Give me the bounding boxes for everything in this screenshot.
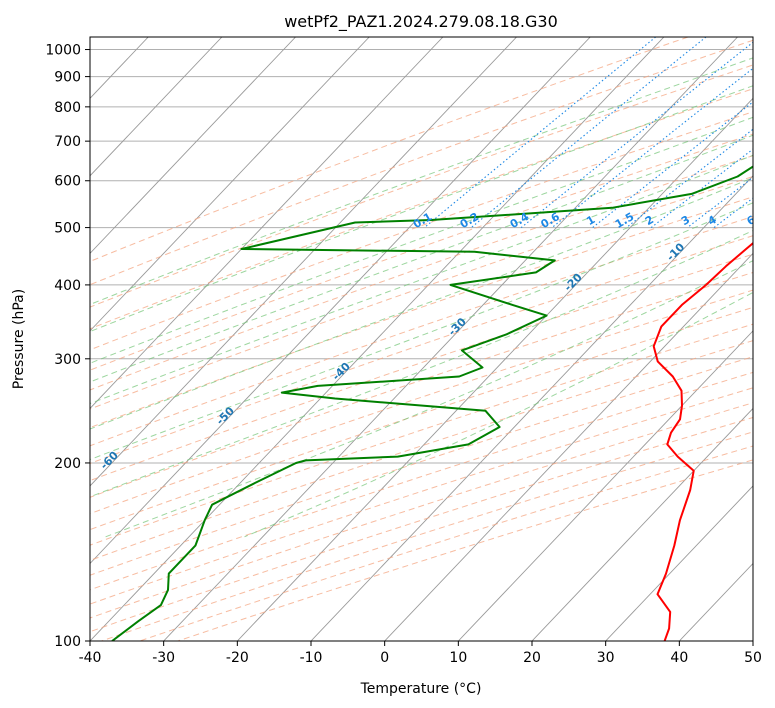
isotherm-line: [90, 37, 665, 641]
isotherm-line: [0, 37, 1, 641]
series-layer: [111, 165, 753, 641]
mixing-ratio-line: [752, 226, 753, 228]
dry-adiabat-line: [90, 271, 753, 498]
x-tick-label: -40: [79, 650, 102, 666]
mixing-ratio-line: [520, 41, 753, 229]
mixing-ratio-line: [424, 37, 657, 229]
x-tick-label: 40: [670, 650, 688, 666]
moist-adiabat-line: [244, 291, 753, 538]
isotherm-line: [384, 252, 753, 641]
moist-adiabat-line: [90, 57, 753, 306]
dry-adiabat-line: [90, 64, 753, 308]
dry-adiabat-line: [90, 387, 753, 605]
moist-adiabat-line: [105, 260, 753, 538]
dry-adiabat-line: [90, 356, 753, 576]
isotherm-line: [531, 407, 753, 641]
isotherm-line: [237, 97, 753, 641]
dry-adiabat-line: [90, 88, 753, 330]
y-tick-label: 500: [54, 221, 81, 237]
dry-adiabat-line: [90, 133, 753, 371]
y-tick-label: 300: [54, 352, 81, 368]
isotherm-label: 0: [768, 218, 775, 233]
moist-adiabat-line: [90, 85, 753, 333]
x-tick-label: -10: [300, 650, 323, 666]
isotherm-line: [163, 37, 738, 641]
moist-adiabat-line: [90, 134, 753, 383]
y-tick-label: 600: [54, 174, 81, 190]
x-tick-label: 50: [744, 650, 762, 666]
isotherm-line: [90, 37, 223, 177]
isotherm-line: [90, 37, 517, 487]
mixing-ratio-line: [687, 176, 753, 229]
dry-adiabat-line: [90, 196, 753, 429]
y-tick-label: 200: [54, 456, 81, 472]
y-tick-label: 800: [54, 100, 81, 116]
mixing-ratio-label: 6: [744, 213, 757, 228]
tick-layer: -40 -30 -20 -10 0 10 20 30 40 50 100 200 300 400 500 60…: [45, 43, 762, 666]
moist-adiabat-line: [90, 154, 753, 405]
temperature-trace: [652, 241, 753, 641]
dry-adiabat-line: [90, 39, 753, 286]
dry-adiabat-line: [90, 340, 753, 561]
dry-adiabat-line: [90, 306, 753, 531]
y-axis-title: Pressure (hPa): [11, 289, 27, 389]
x-tick-label: -30: [152, 650, 175, 666]
moist-adiabat-line: [90, 177, 753, 430]
x-tick-label: 0: [380, 650, 389, 666]
isotherm-line: [90, 37, 591, 565]
isotherm-line: [458, 330, 753, 641]
dry-adiabat-line: [90, 111, 753, 351]
plot-frame: [89, 36, 754, 642]
y-tick-label: 700: [54, 134, 81, 150]
isotherm-label: -70: [0, 493, 5, 516]
moist-adiabat-line: [90, 116, 753, 364]
y-tick-label: 900: [54, 70, 81, 86]
x-tick-label: 10: [449, 650, 467, 666]
dewpoint-trace: [111, 165, 753, 641]
y-tick-label: 400: [54, 278, 81, 294]
plot-background: [90, 37, 753, 641]
isotherm-line: [605, 485, 753, 641]
moist-adiabat-line: [90, 229, 753, 498]
mixing-ratio-line: [470, 37, 707, 229]
chart-title: wetPf2_PAZ1.2024.279.08.18.G30: [284, 12, 558, 32]
x-tick-label: 30: [597, 650, 615, 666]
isotherm-line: [90, 37, 370, 332]
y-tick-label: 1000: [45, 43, 81, 59]
isotherm-line: [752, 640, 753, 641]
isotherm-line: [90, 37, 444, 410]
dry-adiabat-line: [90, 215, 753, 447]
y-tick-label: 100: [54, 634, 81, 650]
x-axis-title: Temperature (°C): [360, 681, 482, 697]
isotherm-line: [90, 37, 296, 255]
moist-adiabat-line: [90, 202, 753, 461]
x-tick-label: -20: [226, 650, 249, 666]
grid-layer: [0, 37, 753, 641]
x-tick-label: 20: [523, 650, 541, 666]
